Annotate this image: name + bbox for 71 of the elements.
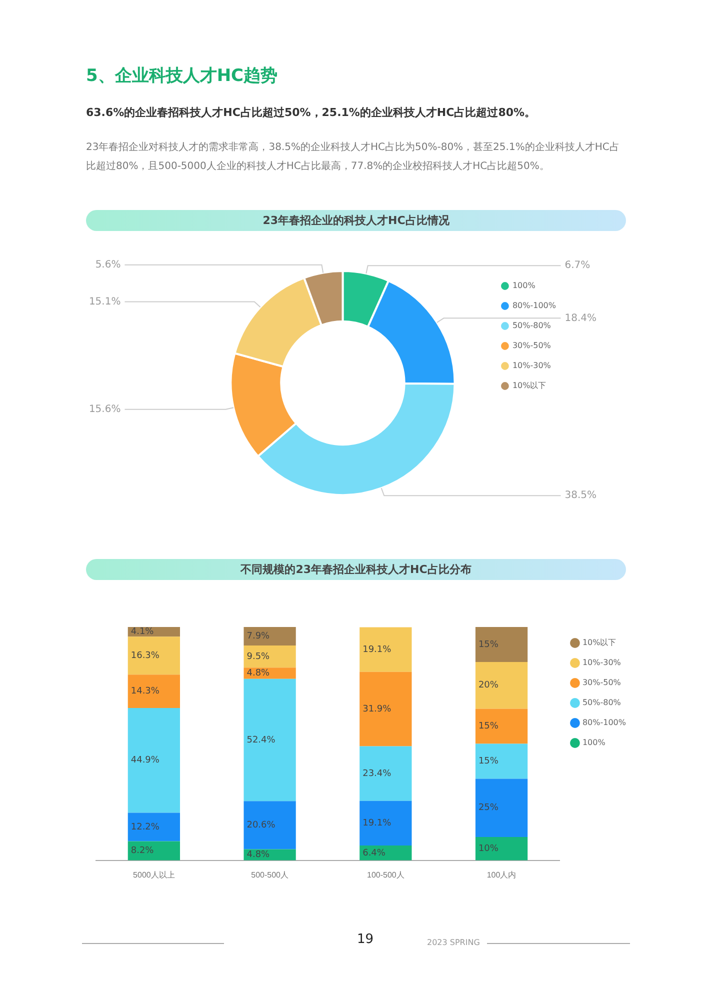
legend-label: 50%-80% bbox=[582, 698, 622, 708]
text: 5、企业科技人才HC趋势 bbox=[86, 65, 278, 87]
text: 2023 SPRING bbox=[427, 938, 480, 947]
legend-label: 80%-100% bbox=[512, 301, 556, 310]
data-label: 4.8% bbox=[246, 668, 270, 679]
data-label: 5.6% bbox=[95, 259, 121, 270]
bar bbox=[475, 708, 528, 744]
data-label: 7.9% bbox=[246, 632, 270, 642]
bar bbox=[475, 778, 528, 838]
bar bbox=[475, 837, 528, 860]
bar bbox=[475, 744, 528, 779]
data-label: 20.6% bbox=[246, 820, 276, 830]
data-label: 8.2% bbox=[130, 846, 154, 856]
data-label: 19.1% bbox=[362, 818, 392, 829]
data-label: 15% bbox=[478, 722, 499, 732]
legend-label: 30%-50% bbox=[582, 678, 622, 688]
data-label: 52.4% bbox=[246, 735, 276, 746]
data-label: 6.7% bbox=[564, 260, 590, 272]
bar bbox=[475, 627, 528, 662]
x-tick-label: 100人内 bbox=[486, 870, 516, 880]
bar bbox=[475, 662, 528, 709]
x-tick-label: 100-500人 bbox=[366, 870, 404, 880]
chart-title: 23年春招企业的科技人才HC占比情况 bbox=[86, 210, 626, 231]
bar bbox=[244, 645, 296, 668]
bar bbox=[360, 746, 412, 801]
data-label: 25% bbox=[478, 803, 499, 814]
data-label: 9.5% bbox=[246, 652, 270, 662]
data-label: 4.1% bbox=[130, 627, 154, 638]
data-label: 38.5% bbox=[564, 490, 597, 502]
data-label: 19.1% bbox=[362, 644, 392, 655]
text: 19 bbox=[357, 932, 374, 947]
legend-label: 10%-30% bbox=[512, 361, 552, 370]
legend-label: 10%以下 bbox=[512, 381, 546, 390]
bar bbox=[128, 708, 180, 813]
data-label: 15.6% bbox=[88, 404, 121, 415]
text: 23年春招企业对科技人才的需求非常高，38.5%的企业科技人才HC占比为50%-80%，甚至25.1%的企业科技人才HC占比超过80%，且500-5000人企业的科技人才HC占比最高，77.8%的企业校招科技人才HC占比超50%。 bbox=[86, 140, 620, 174]
data-label: 16.3% bbox=[130, 650, 160, 661]
bar bbox=[128, 674, 180, 708]
bar bbox=[360, 627, 412, 672]
data-label: 18.4% bbox=[564, 312, 597, 324]
x-tick-label: 500-500人 bbox=[251, 870, 288, 880]
legend-label: 80%-100% bbox=[582, 718, 626, 728]
legend-label: 100% bbox=[512, 281, 536, 290]
data-label: 23.4% bbox=[362, 768, 392, 779]
bar bbox=[128, 636, 180, 675]
legend-label: 10%以下 bbox=[582, 638, 616, 648]
bar bbox=[360, 672, 412, 746]
bar bbox=[244, 801, 296, 850]
legend-label: 50%-80% bbox=[512, 321, 552, 330]
bar bbox=[244, 627, 296, 646]
data-label: 44.9% bbox=[130, 756, 160, 766]
x-tick-label: 5000人以上 bbox=[133, 870, 175, 880]
bar bbox=[128, 812, 180, 842]
legend-label: 30%-50% bbox=[512, 341, 552, 350]
bar bbox=[360, 800, 412, 846]
bar bbox=[244, 678, 296, 802]
data-label: 4.8% bbox=[246, 850, 270, 860]
legend-label: 100% bbox=[582, 738, 606, 748]
legend-label: 10%-30% bbox=[582, 658, 622, 668]
data-label: 14.3% bbox=[130, 686, 160, 697]
bar bbox=[244, 668, 296, 679]
data-label: 12.2% bbox=[130, 822, 160, 832]
data-label: 6.4% bbox=[362, 848, 386, 858]
chart-title: 不同规模的23年春招企业科技人才HC占比分布 bbox=[86, 559, 626, 580]
text: 63.6%的企业春招科技人才HC占比超过50%，25.1%的企业科技人才HC占比超过80%。 bbox=[86, 105, 536, 120]
data-label: 15% bbox=[478, 756, 499, 767]
data-label: 10% bbox=[478, 844, 499, 854]
data-label: 20% bbox=[478, 680, 499, 691]
data-label: 15% bbox=[478, 640, 499, 650]
data-label: 15.1% bbox=[88, 296, 121, 308]
data-label: 31.9% bbox=[362, 704, 392, 714]
